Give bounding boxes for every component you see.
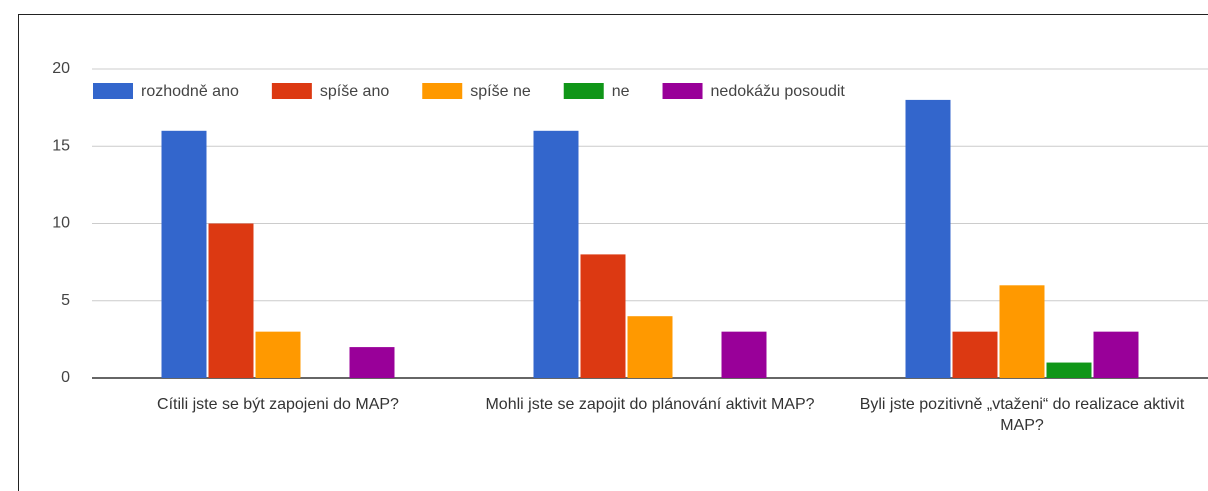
bar xyxy=(349,347,395,378)
legend-label: ne xyxy=(612,83,630,100)
legend-swatch xyxy=(271,83,312,99)
bar xyxy=(1046,362,1092,378)
bar xyxy=(161,130,207,378)
legend-label: nedokážu posoudit xyxy=(711,83,846,100)
y-tick-label: 0 xyxy=(61,369,70,386)
bar xyxy=(627,316,673,378)
x-tick-label: Mohli jste se zapojit do plánování aktiv… xyxy=(485,396,815,413)
legend-label: spíše ne xyxy=(470,83,531,100)
bar xyxy=(721,331,767,378)
y-tick-label: 20 xyxy=(52,60,70,77)
bar xyxy=(999,285,1045,378)
bar xyxy=(533,130,579,378)
bar xyxy=(580,254,626,378)
x-tick-label: Cítili jste se být zapojeni do MAP? xyxy=(157,396,399,413)
bar xyxy=(208,223,254,378)
legend-label: spíše ano xyxy=(320,83,389,100)
x-tick-label: Byli jste pozitivně „vtaženi“ do realiza… xyxy=(859,396,1185,434)
bar xyxy=(905,99,951,379)
legend-swatch xyxy=(422,83,463,99)
legend-swatch xyxy=(563,83,604,99)
bar xyxy=(1093,331,1139,378)
chart-frame xyxy=(18,14,1208,491)
y-tick-label: 10 xyxy=(52,215,70,232)
y-tick-label: 5 xyxy=(61,292,70,309)
legend-swatch xyxy=(93,83,133,99)
legend-label: rozhodně ano xyxy=(141,83,239,100)
bar xyxy=(952,331,998,378)
bar xyxy=(255,331,301,378)
y-tick-label: 15 xyxy=(52,137,70,154)
legend-swatch xyxy=(662,83,703,99)
